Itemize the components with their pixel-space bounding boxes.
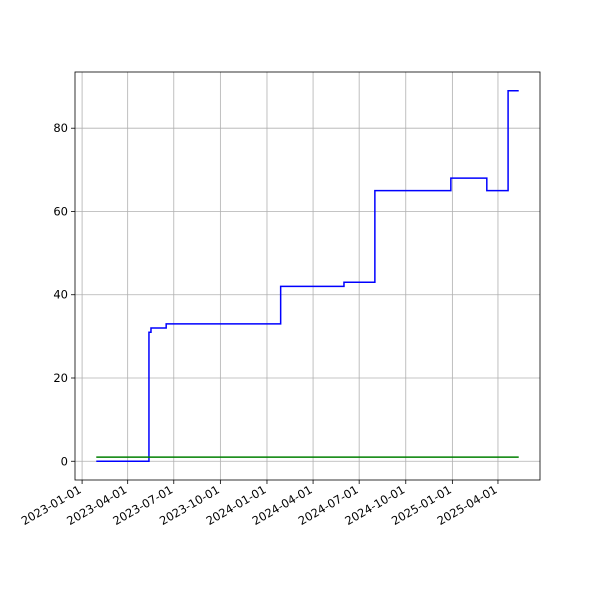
line [96,89,519,463]
plot-frame [74,71,541,481]
y-tick-label: 20 [53,371,68,385]
y-tick-label: 60 [53,204,68,218]
y-tick-label: 40 [53,288,68,302]
y-tick-label: 0 [61,454,68,468]
y-tick-label: 80 [53,121,68,135]
